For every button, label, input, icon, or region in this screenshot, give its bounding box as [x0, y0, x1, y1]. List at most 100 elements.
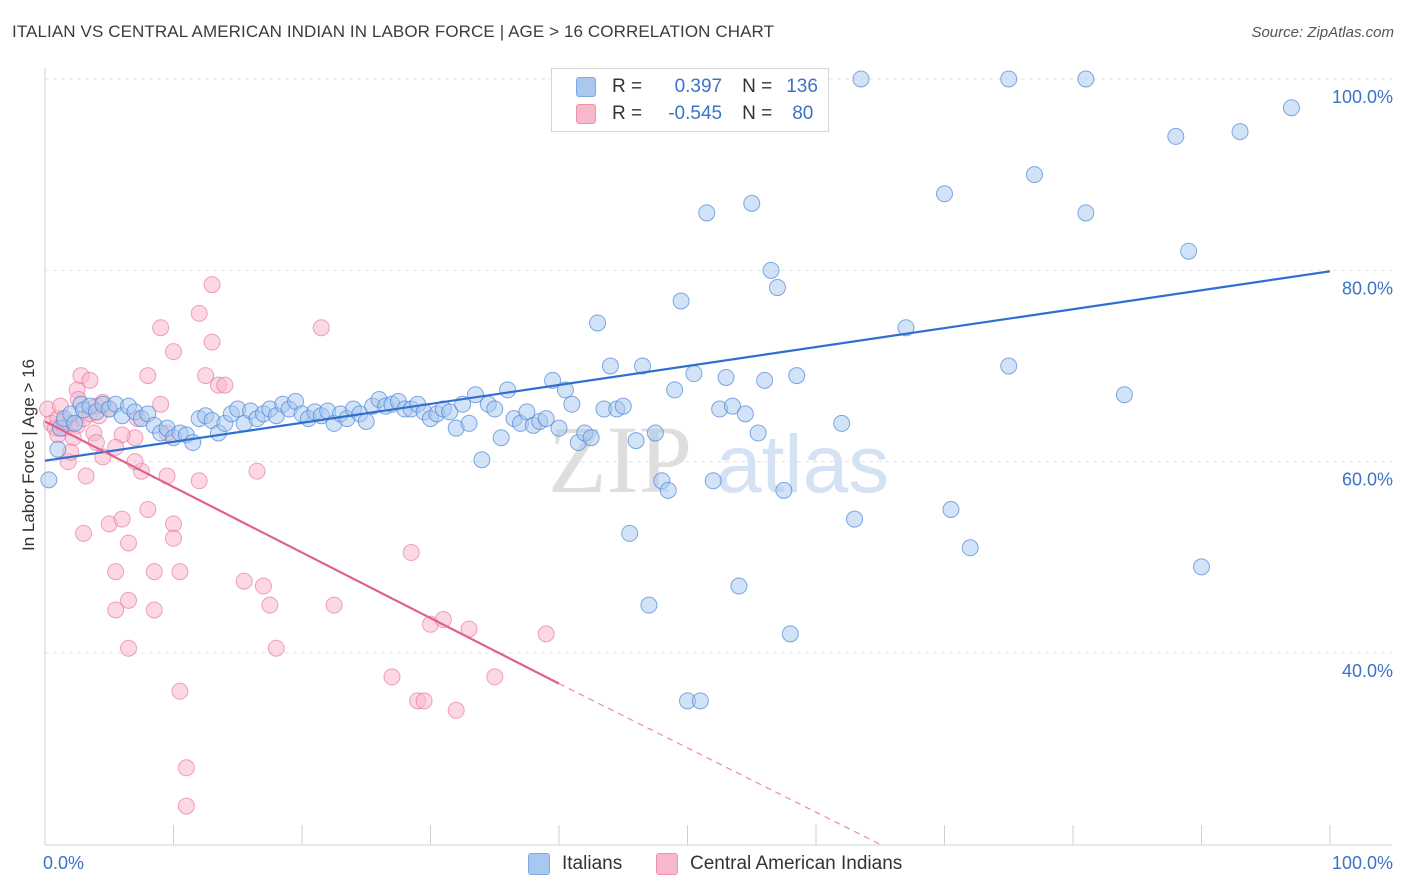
italian-point: [40, 471, 58, 489]
y-tick-label: 80.0%: [1342, 278, 1393, 298]
cai-point: [537, 625, 555, 643]
cai-point: [486, 668, 504, 686]
cai-point: [415, 692, 433, 710]
legend-row-italians: R = 0.397 N = 136: [576, 75, 818, 99]
italian-point: [614, 397, 632, 415]
cai-point: [139, 501, 157, 518]
italian-point: [357, 412, 375, 430]
italian-point: [717, 368, 735, 386]
cai-point: [254, 577, 272, 595]
italian-point: [1077, 204, 1095, 222]
cai-point: [107, 601, 125, 619]
italian-point: [582, 429, 600, 447]
italian-point: [788, 367, 806, 385]
italian-point: [1115, 386, 1133, 404]
trend-lines: [44, 270, 1331, 845]
cai-point: [171, 682, 189, 700]
y-axis-label: In Labor Force | Age > 16: [19, 359, 38, 551]
italian-point: [666, 381, 684, 399]
italian-point: [1231, 123, 1249, 141]
cai-point: [402, 544, 420, 562]
italian-point: [781, 625, 799, 643]
italian-point: [537, 410, 555, 428]
cai-point: [120, 534, 138, 552]
italian-point: [1000, 70, 1018, 88]
cai-point: [75, 524, 93, 542]
italian-point: [672, 292, 690, 310]
italian-point: [723, 397, 741, 415]
legend-n-label: N =: [742, 103, 773, 124]
cai-point: [145, 601, 163, 619]
italian-point: [640, 596, 658, 614]
cai-point: [120, 591, 138, 609]
cai-point: [325, 596, 343, 614]
italian-point: [833, 414, 851, 432]
cai-point: [235, 572, 253, 590]
cai-point: [177, 759, 195, 777]
italian-point: [691, 692, 709, 710]
cai-trend-extension: [558, 683, 881, 845]
cai-point: [383, 668, 401, 686]
italian-point: [1282, 99, 1300, 117]
legend-r-label: R =: [612, 103, 643, 124]
italian-point: [66, 414, 84, 432]
bottom-legend-label: Central American Indians: [690, 853, 903, 874]
italian-point: [49, 440, 67, 458]
italian-point: [736, 405, 754, 423]
italian-point: [698, 204, 716, 222]
cai-point: [107, 563, 125, 581]
italians-trend-line: [44, 270, 1331, 462]
italian-point: [743, 194, 761, 212]
correlation-legend: R = 0.397 N = 136 R = -0.545 N = 80: [551, 68, 829, 132]
italian-point: [473, 451, 491, 469]
italian-point: [646, 424, 664, 442]
legend-row-cai: R = -0.545 N = 80: [576, 102, 813, 126]
italian-point: [1000, 357, 1018, 375]
cai-point: [145, 563, 163, 581]
legend-n-label: N =: [742, 76, 773, 97]
italian-point: [756, 371, 774, 389]
y-tick-label: 60.0%: [1342, 470, 1393, 490]
cai-point: [165, 343, 182, 361]
cai-point: [81, 371, 99, 389]
cai-point: [107, 438, 125, 456]
cai-point: [203, 333, 221, 351]
legend-r-value: 0.397: [674, 76, 723, 97]
cai-point: [267, 639, 285, 657]
bottom-legend-italians: Italians: [528, 851, 622, 877]
italian-point: [589, 314, 607, 332]
italian-point: [1167, 127, 1185, 145]
italian-point: [846, 510, 864, 528]
cai-point: [190, 472, 208, 490]
italian-point: [634, 357, 652, 375]
italian-point: [685, 365, 703, 383]
italian-point: [775, 481, 793, 499]
italian-point: [492, 429, 510, 447]
italian-point: [601, 357, 619, 375]
bottom-legend-label: Italians: [562, 853, 623, 874]
cai-point: [312, 319, 330, 337]
italian-point: [762, 261, 780, 279]
cai-point: [203, 276, 221, 294]
cai-point: [190, 304, 208, 322]
grid-lines: [45, 78, 1392, 654]
italian-point: [550, 419, 568, 437]
bottom-swatch-cai: [656, 853, 678, 875]
legend-r-value: -0.545: [668, 103, 723, 124]
cai-point: [177, 797, 195, 815]
x-tick-label: 0.0%: [43, 853, 84, 873]
cai-trend-line: [44, 420, 560, 685]
cai-point: [152, 319, 170, 337]
italian-point: [184, 434, 202, 452]
italian-point: [460, 414, 478, 432]
legend-n-value: 136: [786, 76, 818, 97]
cai-point: [165, 529, 182, 547]
bottom-legend-cai: Central American Indians: [656, 851, 902, 877]
cai-point: [139, 367, 157, 385]
italian-point: [659, 481, 677, 499]
cai-point: [447, 701, 465, 719]
watermark-atlas: atlas: [716, 419, 889, 510]
cai-point: [77, 467, 95, 485]
italian-point: [730, 577, 748, 595]
